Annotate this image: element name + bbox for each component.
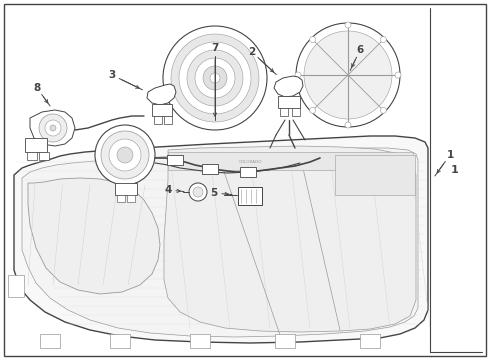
Text: 6: 6 [356,45,364,55]
Circle shape [171,34,259,122]
Text: 8: 8 [33,83,41,93]
Bar [292,108,300,116]
Bar [154,116,162,124]
Text: 3: 3 [108,70,116,80]
Bar [115,183,137,195]
Text: 1: 1 [446,150,454,160]
Bar [110,334,130,348]
Circle shape [304,31,392,119]
Bar [39,152,49,160]
Bar [117,195,125,202]
Polygon shape [147,84,176,105]
Bar [168,152,413,170]
Bar [275,334,295,348]
Polygon shape [164,146,416,332]
Bar [167,155,183,165]
Text: 1: 1 [451,165,459,175]
Circle shape [45,120,61,136]
Bar [152,104,172,116]
Bar [202,164,218,174]
Circle shape [380,37,386,42]
Bar [164,116,172,124]
Polygon shape [14,136,428,343]
Text: 7: 7 [211,43,219,53]
Polygon shape [22,148,418,337]
Bar [40,334,60,348]
Polygon shape [274,76,303,97]
Circle shape [189,183,207,201]
Circle shape [187,50,243,106]
Circle shape [203,66,227,90]
Circle shape [295,72,301,78]
Bar [190,334,210,348]
Bar [25,138,47,152]
Circle shape [39,114,67,142]
Circle shape [395,72,401,78]
Polygon shape [28,178,160,294]
Circle shape [163,26,267,130]
Bar [127,195,135,202]
Bar [8,275,24,297]
Circle shape [310,37,316,42]
Circle shape [101,131,149,179]
Circle shape [195,58,235,98]
Circle shape [179,42,251,114]
Text: 4: 4 [164,185,171,195]
Bar [238,187,262,205]
Circle shape [117,147,133,163]
Bar [27,152,37,160]
Bar [240,167,256,177]
Polygon shape [30,110,75,146]
Circle shape [95,125,155,185]
Circle shape [109,139,141,171]
Circle shape [50,125,56,131]
Circle shape [345,122,351,128]
Circle shape [210,73,220,83]
Text: 2: 2 [248,47,256,57]
Circle shape [345,22,351,28]
Bar [335,155,415,195]
Text: COLORADO: COLORADO [238,160,262,164]
Circle shape [310,107,316,113]
Bar [280,108,288,116]
Circle shape [296,23,400,127]
Bar [360,334,380,348]
Bar [278,96,300,108]
Text: 5: 5 [210,188,218,198]
Circle shape [380,107,386,113]
Circle shape [193,187,203,197]
